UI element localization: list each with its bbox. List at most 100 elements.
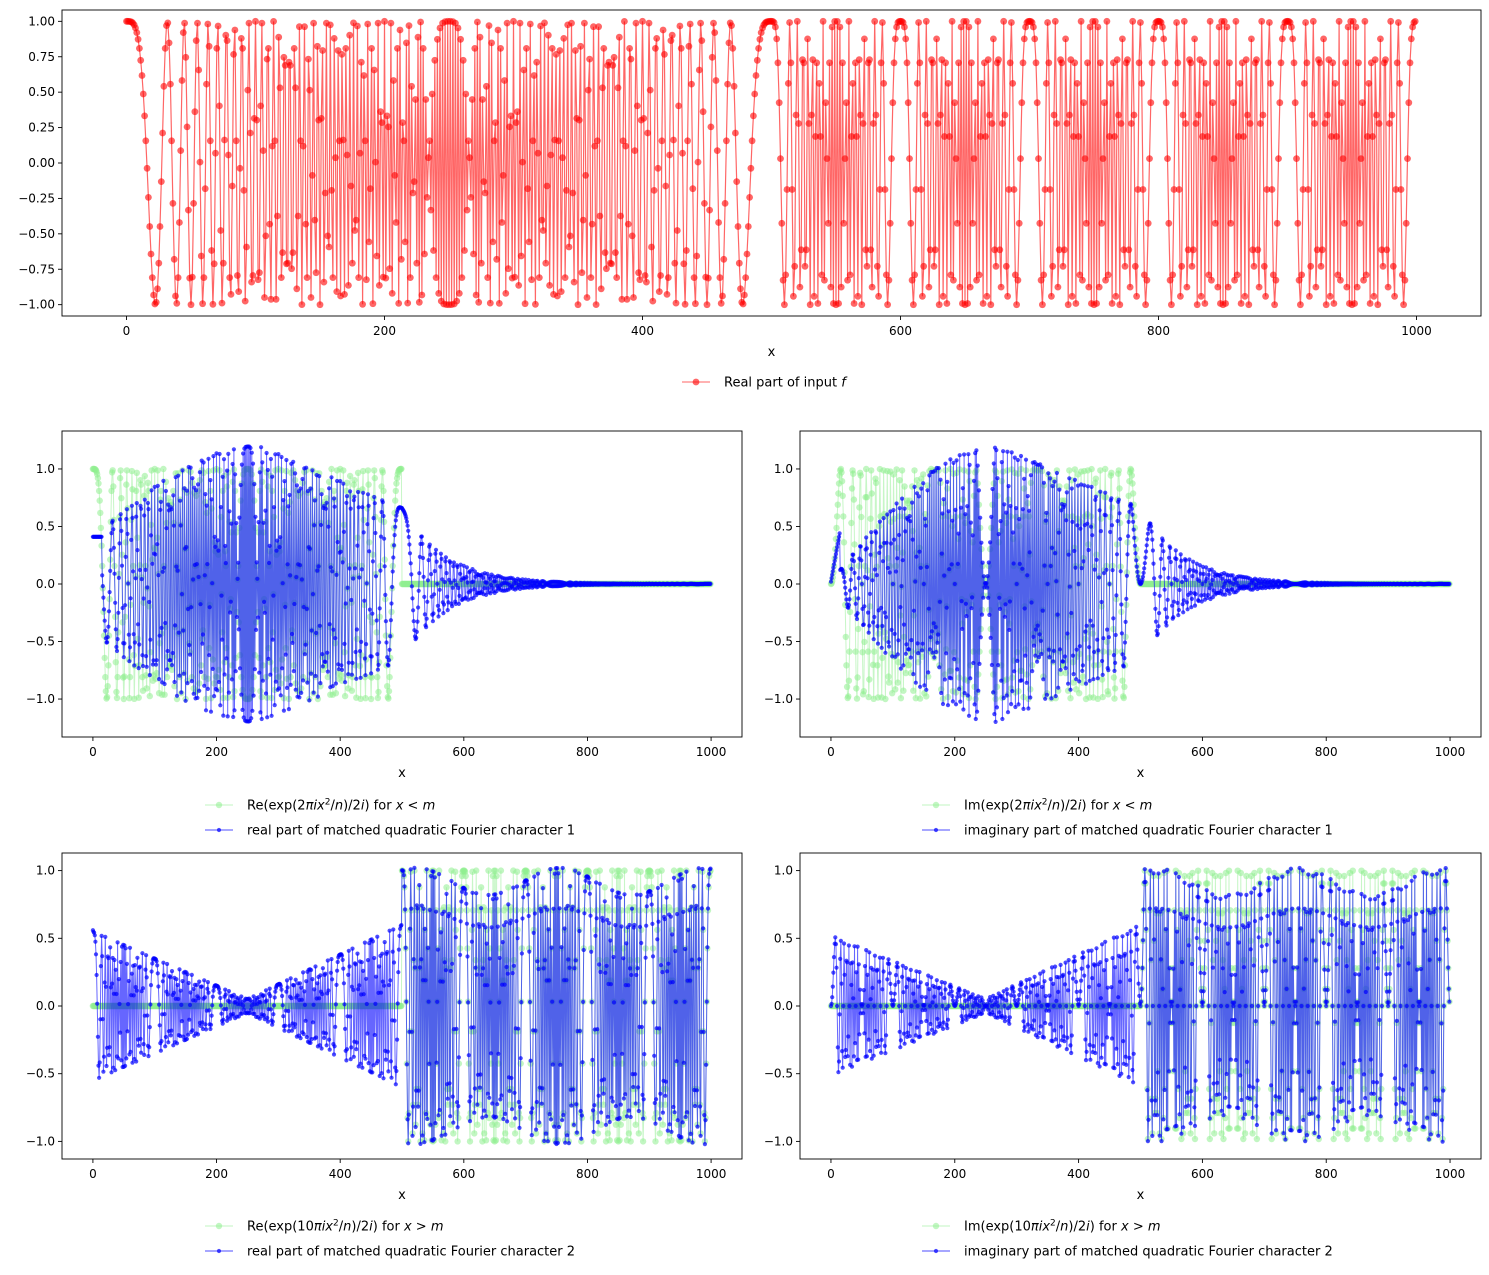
data-point: [386, 663, 391, 668]
data-point: [1297, 301, 1304, 309]
data-point: [156, 573, 161, 578]
data-point: [339, 667, 345, 673]
data-point: [501, 77, 508, 84]
data-point: [1124, 56, 1131, 64]
data-point: [210, 666, 215, 672]
data-point: [1125, 246, 1133, 254]
data-point: [959, 599, 964, 604]
data-point: [335, 478, 340, 484]
data-point: [126, 673, 134, 681]
data-point: [346, 672, 351, 677]
data-point: [207, 605, 212, 610]
data-point: [744, 223, 752, 230]
data-point: [1318, 246, 1326, 254]
data-point: [1012, 455, 1017, 460]
data-point: [126, 632, 131, 637]
data-point: [344, 494, 350, 499]
data-point: [914, 554, 919, 559]
data-point: [142, 497, 147, 502]
x-axis-label: x: [398, 766, 406, 781]
data-point: [514, 108, 521, 116]
data-point: [667, 37, 675, 44]
data-point: [968, 676, 973, 681]
data-point: [120, 605, 125, 611]
data-point: [268, 142, 276, 150]
data-point: [102, 618, 107, 623]
data-point: [559, 154, 566, 162]
data-point: [819, 17, 827, 25]
data-point: [1309, 17, 1317, 25]
data-point: [351, 227, 359, 234]
data-point: [367, 549, 372, 554]
data-point: [848, 485, 856, 492]
data-point: [257, 102, 265, 110]
data-point: [1070, 653, 1076, 658]
data-point: [317, 474, 322, 479]
data-point: [557, 288, 565, 295]
data-point: [1113, 56, 1121, 64]
data-point: [1205, 592, 1211, 598]
data-point: [133, 469, 140, 476]
data-point: [331, 627, 336, 632]
data-point: [804, 35, 811, 43]
data-point: [1095, 283, 1103, 291]
data-point: [202, 573, 207, 578]
data-point: [361, 490, 366, 495]
data-point: [1230, 587, 1235, 592]
data-point: [134, 35, 142, 43]
data-point: [299, 577, 304, 582]
data-point: [265, 715, 270, 720]
data-point: [899, 584, 904, 589]
data-point: [153, 662, 159, 667]
data-point: [178, 77, 186, 84]
data-point: [830, 572, 835, 577]
data-point: [161, 45, 169, 52]
data-point: [222, 672, 227, 677]
data-point: [902, 35, 910, 43]
data-point: [525, 238, 533, 246]
data-point: [110, 483, 117, 490]
data-point: [328, 465, 335, 473]
data-point: [210, 581, 215, 586]
data-point: [124, 516, 129, 522]
data-point: [883, 650, 888, 655]
data-point: [400, 137, 408, 145]
data-point: [284, 457, 289, 463]
data-point: [876, 186, 884, 193]
data-point: [1320, 35, 1327, 43]
data-point: [421, 250, 428, 258]
data-point: [342, 641, 347, 647]
data-point: [152, 298, 160, 306]
data-point: [1022, 606, 1027, 611]
data-point: [401, 238, 409, 246]
data-point: [380, 487, 387, 495]
data-point: [1116, 497, 1121, 502]
data-point: [850, 470, 857, 477]
data-point: [733, 178, 741, 186]
data-point: [1074, 647, 1079, 652]
data-point: [1132, 543, 1137, 548]
data-point: [282, 479, 287, 484]
data-point: [1058, 59, 1066, 67]
data-point: [905, 661, 913, 668]
data-point: [707, 123, 715, 131]
data-point: [847, 597, 852, 602]
data-point: [228, 610, 233, 615]
data-point: [101, 607, 107, 612]
data-point: [414, 33, 422, 41]
data-point: [565, 243, 573, 251]
data-point: [358, 675, 363, 680]
series-2: [90, 444, 713, 724]
data-point: [1337, 276, 1344, 284]
data-point: [438, 564, 443, 569]
data-point: [1200, 564, 1206, 570]
data-point: [1046, 471, 1051, 476]
data-point: [636, 276, 644, 284]
data-point: [267, 295, 275, 303]
data-point: [317, 623, 322, 628]
data-point: [1183, 558, 1188, 563]
data-point: [1254, 246, 1262, 254]
data-point: [1200, 59, 1208, 67]
data-point: [857, 111, 864, 119]
